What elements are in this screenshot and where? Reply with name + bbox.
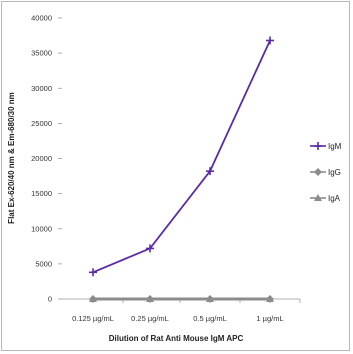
point-igg <box>206 295 214 303</box>
legend-item-igm: IgM <box>310 142 342 151</box>
legend-marker <box>314 142 322 150</box>
y-tick-label: 5000 <box>35 259 52 268</box>
y-tick-label: 35000 <box>31 49 52 58</box>
point-igm <box>266 36 274 45</box>
legend-label: IgM <box>328 142 342 151</box>
y-axis-title: Flat Ex-620/40 nm & Em-680/30 nm <box>7 92 16 224</box>
y-tick-label: 30000 <box>31 84 52 93</box>
y-tick-label: 25000 <box>31 119 52 128</box>
y-tick-label: 0 <box>48 295 52 304</box>
x-tick-label: 0.125 µg/mL <box>72 314 114 323</box>
x-tick-label: 0.25 µg/mL <box>131 314 169 323</box>
y-tick-label: 10000 <box>31 224 52 233</box>
legend-marker <box>314 168 322 176</box>
point-igm <box>146 244 154 253</box>
legend-label: IgG <box>328 168 341 177</box>
point-igg <box>146 295 154 303</box>
y-axis: 0 5000 10000 15000 20000 25000 30000 35000 40000 <box>31 14 62 304</box>
y-tick-label: 40000 <box>31 14 52 23</box>
point-igm <box>89 268 97 277</box>
point-igg <box>89 295 97 303</box>
x-axis: 0.125 µg/mL 0.25 µg/mL 0.5 µg/mL 1 µg/mL <box>62 298 301 323</box>
y-tick-label: 20000 <box>31 154 52 163</box>
y-tick-label: 15000 <box>31 189 52 198</box>
legend-item-iga: IgA <box>310 194 341 203</box>
x-axis-title: Dilution of Rat Anti Mouse IgM APC <box>109 334 244 343</box>
legend-item-igg: IgG <box>310 168 341 177</box>
series-line-igm <box>92 40 271 274</box>
legend-marker <box>314 194 322 201</box>
x-tick-label: 1 µg/mL <box>256 314 283 323</box>
point-igm <box>206 167 214 176</box>
point-igg <box>266 295 274 303</box>
legend-label: IgA <box>328 194 341 203</box>
chart-frame <box>1 1 350 351</box>
series-layer <box>89 36 274 303</box>
x-tick-label: 0.5 µg/mL <box>193 314 227 323</box>
legend: IgM IgG IgA <box>310 142 342 203</box>
